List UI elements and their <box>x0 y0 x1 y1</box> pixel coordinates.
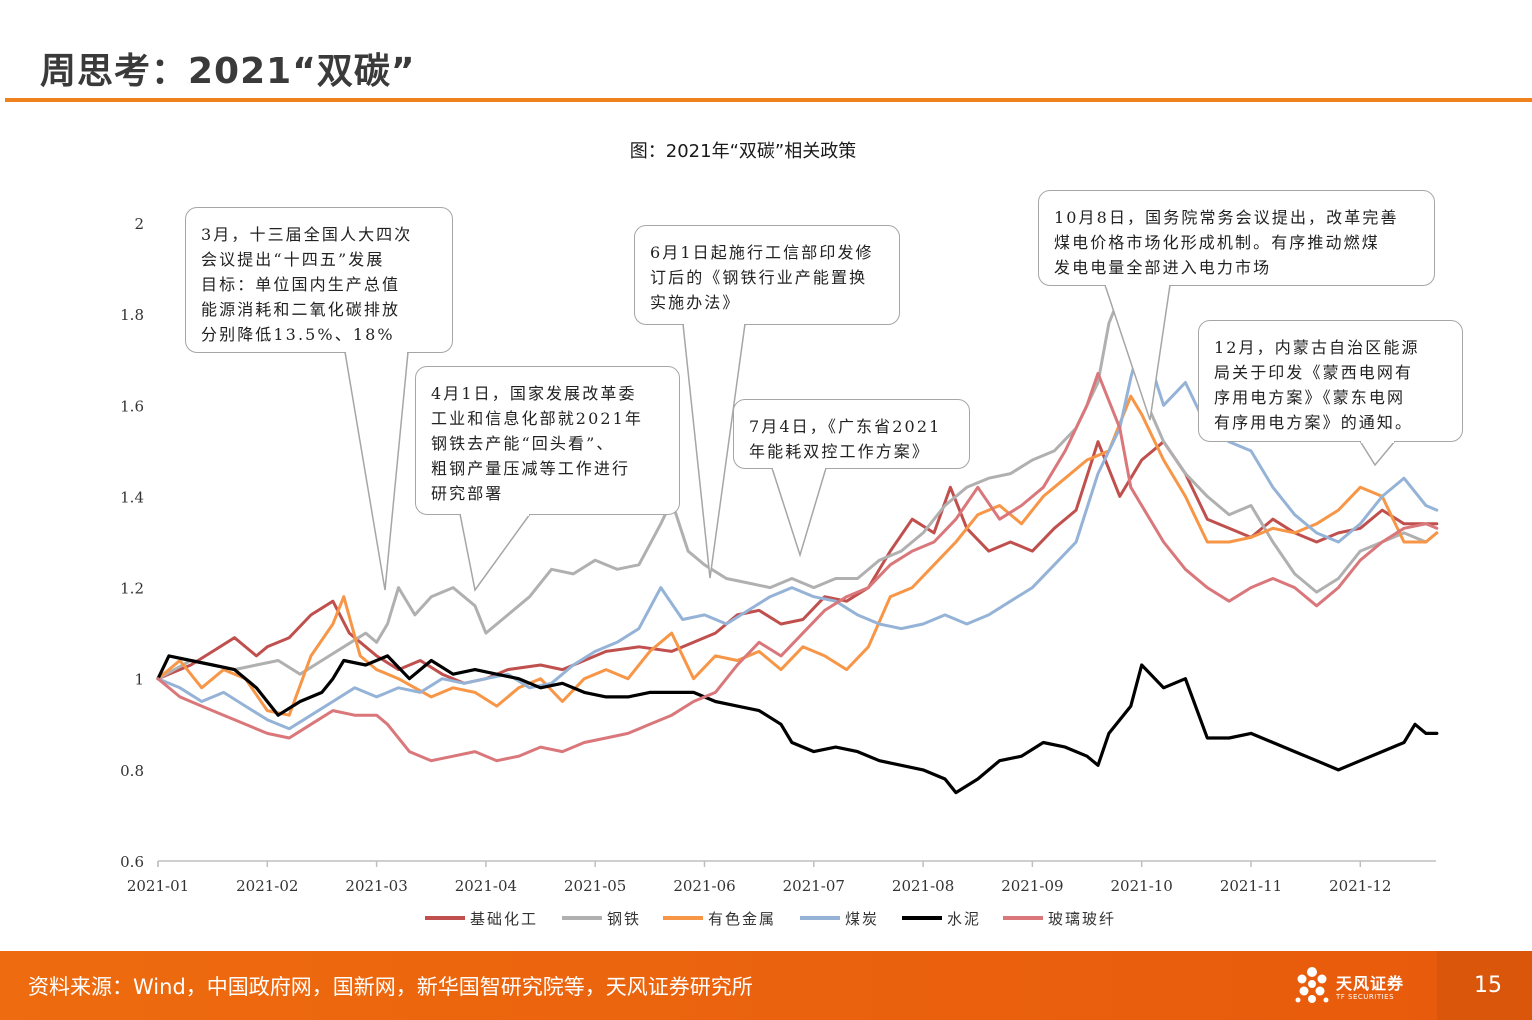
slide-title: 周思考：2021“双碳” <box>40 51 416 92</box>
x-tick-label: 2021-03 <box>345 877 407 895</box>
callout-tail-joint <box>346 350 407 354</box>
page-number: 15 <box>1474 973 1502 998</box>
line-chart: 2021-01 2021-02 2021-03 2021-04 2021-05 2021-… <box>120 215 1439 928</box>
y-tick-label: 1.8 <box>120 306 144 324</box>
source-note: 资料来源：Wind，中国政府网，国新网，新华国智研究院等，天风证券研究所 <box>28 975 753 999</box>
y-tick-label: 1.2 <box>120 580 144 598</box>
series-line-2 <box>156 394 1439 717</box>
y-tick-label: 2 <box>134 215 144 233</box>
callout-tail-joint <box>461 512 529 516</box>
callout-tail <box>1104 284 1171 421</box>
x-tick-label: 2021-08 <box>892 877 954 895</box>
chart-axes: 2021-01 2021-02 2021-03 2021-04 2021-05 2021-… <box>120 215 1436 895</box>
footer-bar: 资料来源：Wind，中国政府网，国新网，新华国智研究院等，天风证券研究所 天风证… <box>0 951 1532 1020</box>
callout-tail <box>344 351 409 591</box>
callout-tails <box>344 284 1396 592</box>
legend-label: 煤炭 <box>845 910 879 928</box>
callout-tail <box>459 513 531 592</box>
x-tick-label: 2021-05 <box>564 877 626 895</box>
page-number-box <box>1437 951 1532 1020</box>
y-tick-label: 1.4 <box>120 488 144 506</box>
y-tick-label: 1.6 <box>120 397 144 415</box>
x-tick-label: 2021-06 <box>673 877 735 895</box>
y-tick-label: 0.6 <box>120 853 144 871</box>
y-tick-label: 1 <box>134 671 144 689</box>
series-line-1 <box>156 294 1439 681</box>
policy-callout: 12月，内蒙古自治区能源 局关于印发《蒙西电网有 序用电方案》《蒙东电网 有序用… <box>1198 320 1463 442</box>
x-tick-label: 2021-11 <box>1220 877 1282 895</box>
logo-text: 天风证券 <box>1336 974 1405 993</box>
callout-tail-joint <box>1361 439 1394 443</box>
x-tick-label: 2021-10 <box>1111 877 1173 895</box>
logo-subtext: TF SECURITIES <box>1336 993 1395 1001</box>
legend-label: 玻璃玻纤 <box>1048 910 1116 928</box>
policy-callout: 7月4日，《广东省2021 年能耗双控工作方案》 <box>733 399 970 469</box>
y-tick-label: 0.8 <box>120 762 144 780</box>
callout-tail-joint <box>684 322 744 326</box>
series-line-0 <box>156 440 1439 685</box>
title-divider <box>5 98 1532 102</box>
policy-callout: 6月1日起施行工信部印发修 订后的《钢铁行业产能置换 实施办法》 <box>634 225 900 325</box>
x-tick-label: 2021-09 <box>1001 877 1063 895</box>
legend-label: 基础化工 <box>470 910 538 928</box>
callout-tail <box>771 467 827 558</box>
series-line-5 <box>156 371 1439 763</box>
series-line-4 <box>156 654 1439 795</box>
policy-callout: 4月1日，国家发展改革委 工业和信息化部就2021年 钢铁去产能“回头看”、 粗… <box>415 366 680 515</box>
legend-label: 钢铁 <box>607 910 641 928</box>
x-tick-label: 2021-01 <box>127 877 189 895</box>
legend-label: 水泥 <box>947 910 981 928</box>
policy-callout: 3月，十三届全国人大四次 会议提出“十四五”发展 目标：单位国内生产总值 能源消… <box>185 207 453 353</box>
policy-callout: 10月8日，国务院常务会议提出，改革完善 煤电价格市场化形成机制。有序推动燃煤 … <box>1038 190 1435 286</box>
chart-legend: 基础化工 钢铁 有色金属 煤炭 水泥 玻璃玻纤 <box>425 910 1116 928</box>
legend-label: 有色金属 <box>708 910 776 928</box>
x-tick-label: 2021-07 <box>783 877 845 895</box>
brand-logo: 天风证券 TF SECURITIES <box>1292 964 1432 1008</box>
flower-logo-icon <box>1295 967 1329 1003</box>
x-tick-label: 2021-04 <box>455 877 517 895</box>
callout-tail <box>1359 440 1396 467</box>
chart-title: 图：2021年“双碳”相关政策 <box>629 141 857 162</box>
callout-tail-joint <box>1106 283 1169 287</box>
callout-tail-joint <box>773 466 825 470</box>
x-tick-label: 2021-12 <box>1329 877 1391 895</box>
x-tick-label: 2021-02 <box>236 877 298 895</box>
